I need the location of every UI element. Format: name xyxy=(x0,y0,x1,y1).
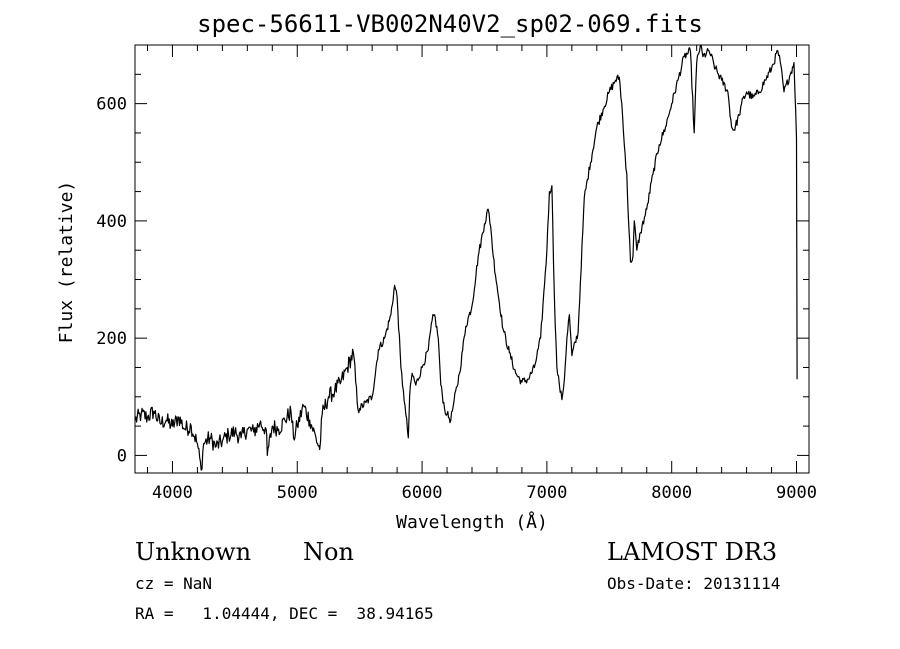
tick-labels: 4000 5000 6000 7000 8000 9000 0 200 400 600 xyxy=(96,95,817,503)
object-subclass: Non xyxy=(303,538,354,566)
x-tick-label: 7000 xyxy=(526,483,567,503)
x-tick-label: 8000 xyxy=(651,483,692,503)
y-tick-label: 200 xyxy=(96,329,127,349)
axis-ticks xyxy=(135,44,809,473)
spectrum-line xyxy=(134,44,798,471)
y-tick-label: 400 xyxy=(96,212,127,232)
plot-frame xyxy=(134,44,810,474)
survey-name: LAMOST DR3 xyxy=(607,538,778,566)
object-class: Unknown xyxy=(135,538,252,566)
x-tick-label: 5000 xyxy=(277,483,318,503)
x-tick-label: 6000 xyxy=(402,483,443,503)
y-tick-label: 0 xyxy=(117,446,127,466)
ra-dec-coordinates: RA = 1.04444, DEC = 38.94165 xyxy=(135,604,434,623)
observation-date: Obs-Date: 20131114 xyxy=(607,574,781,593)
redshift-cz: cz = NaN xyxy=(135,574,213,593)
y-axis-label: Flux (relative) xyxy=(56,181,77,344)
x-axis-label: Wavelength (Å) xyxy=(396,511,548,533)
chart-title: spec-56611-VB002N40V2_sp02-069.fits xyxy=(197,10,703,38)
x-tick-label: 9000 xyxy=(776,483,817,503)
y-tick-label: 600 xyxy=(96,95,127,115)
x-tick-label: 4000 xyxy=(152,483,193,503)
